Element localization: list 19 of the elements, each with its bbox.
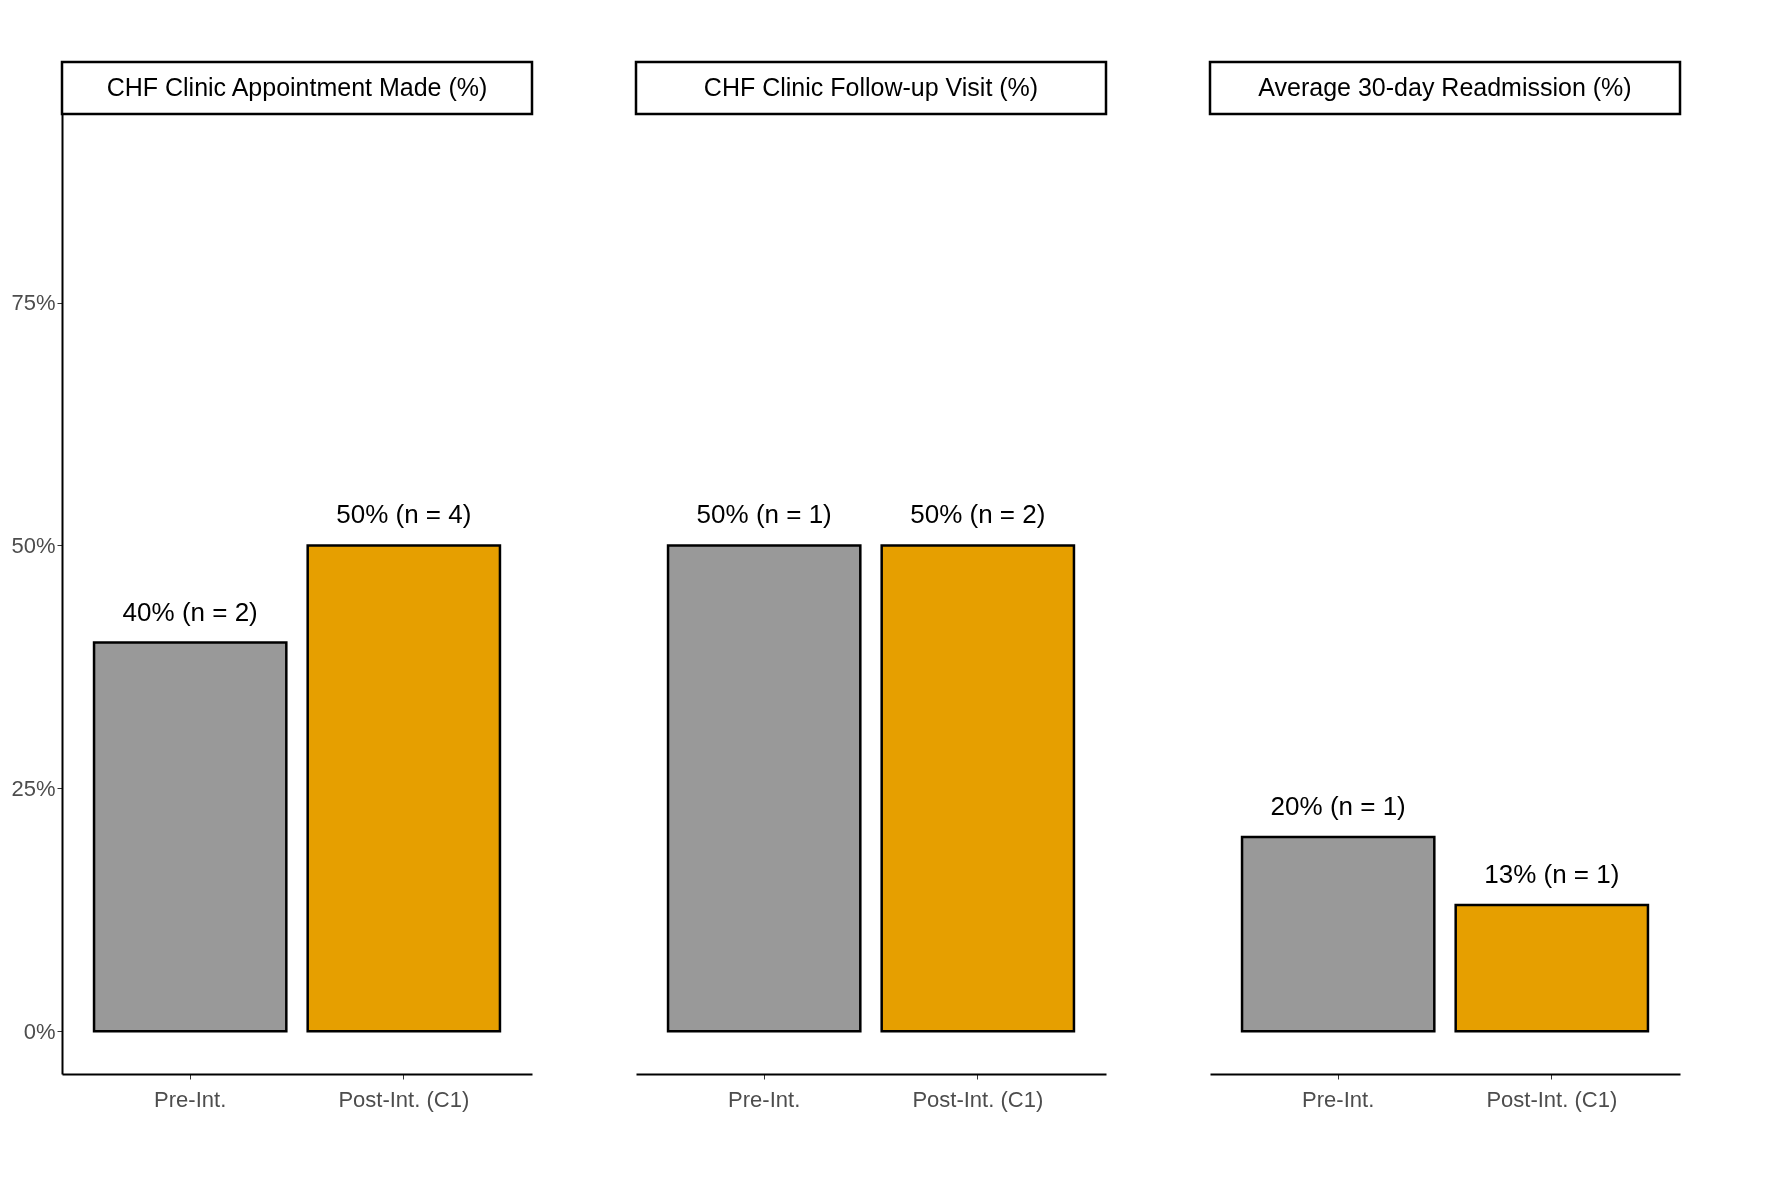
y-tick-label: 75%	[11, 290, 56, 315]
data-label: 50% (n = 2)	[910, 499, 1046, 530]
data-label: 40% (n = 2)	[122, 596, 258, 627]
data-label: 50% (n = 1)	[696, 499, 832, 530]
data-label: 13% (n = 1)	[1484, 858, 1620, 889]
y-tick-label: 25%	[11, 775, 56, 801]
x-tick-label: Post-Int. (C1)	[338, 1086, 470, 1112]
chart-title: CHF Clinic Appointment Made (%)	[106, 73, 488, 101]
chart-title: Average 30-day Readmission (%)	[1258, 73, 1632, 101]
x-tick-label: Pre-Int.	[728, 1086, 801, 1112]
x-tick-label: Post-Int. (C1)	[1486, 1086, 1618, 1112]
y-tick-label: 0%	[23, 1018, 56, 1044]
data-label: 50% (n = 4)	[336, 499, 472, 530]
y-tick-label: 50%	[11, 532, 56, 558]
chart-title: CHF Clinic Follow-up Visit (%)	[703, 73, 1039, 101]
data-label: 20% (n = 1)	[1270, 790, 1406, 821]
x-tick-label: Pre-Int.	[154, 1086, 227, 1112]
x-tick-label: Post-Int. (C1)	[912, 1086, 1044, 1112]
x-tick-label: Pre-Int.	[1302, 1086, 1375, 1112]
